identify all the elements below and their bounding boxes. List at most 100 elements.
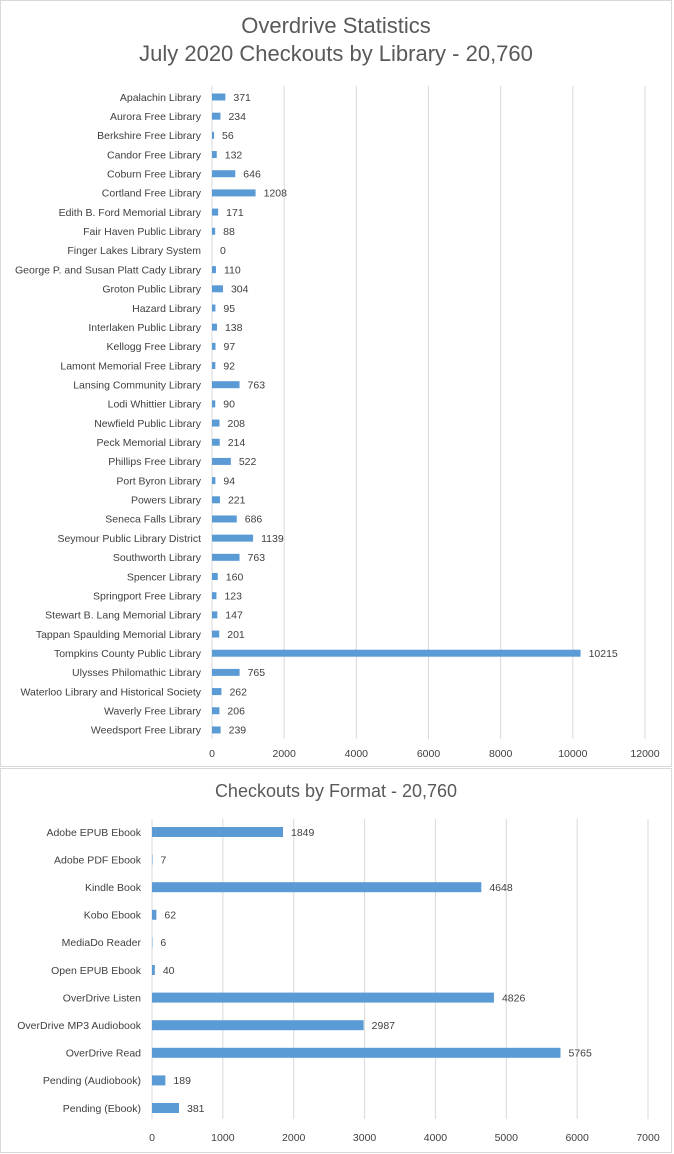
x-tick-label: 3000: [353, 1132, 377, 1144]
bar: [212, 439, 220, 446]
category-label: Springport Free Library: [93, 590, 202, 602]
category-label: Kellogg Free Library: [106, 341, 201, 353]
data-label: 189: [173, 1075, 191, 1087]
bar: [212, 592, 216, 599]
data-label: 5765: [568, 1048, 592, 1060]
data-label: 90: [223, 399, 235, 411]
bar: [212, 669, 240, 676]
category-label: Southworth Library: [113, 552, 202, 564]
data-label: 110: [224, 264, 241, 276]
category-label: Spencer Library: [127, 571, 202, 583]
x-tick-label: 2000: [272, 748, 296, 760]
category-label: Weedsport Free Library: [91, 725, 202, 737]
x-tick-label: 4000: [424, 1132, 448, 1144]
data-label: 147: [225, 610, 243, 622]
bar: [212, 189, 256, 196]
category-label: Tappan Spaulding Memorial Library: [36, 629, 202, 641]
data-label: 371: [233, 92, 251, 104]
category-label: Port Byron Library: [116, 475, 201, 487]
data-label: 160: [226, 571, 244, 583]
bar: [212, 113, 220, 120]
data-label: 95: [223, 303, 235, 315]
category-label: Waverly Free Library: [104, 706, 202, 718]
bar: [212, 515, 237, 522]
data-label: 138: [225, 322, 243, 334]
category-label: Lodi Whittier Library: [108, 399, 202, 411]
bar: [212, 535, 253, 542]
category-label: Adobe PDF Ebook: [54, 854, 142, 866]
data-label: 7: [160, 854, 166, 866]
bar: [152, 827, 283, 837]
bar: [212, 362, 215, 369]
data-label: 262: [229, 686, 247, 698]
bar: [152, 910, 156, 920]
category-label: Groton Public Library: [102, 284, 201, 296]
x-tick-label: 7000: [636, 1132, 660, 1144]
bar: [212, 611, 217, 618]
category-label: Berkshire Free Library: [97, 130, 202, 142]
category-label: OverDrive MP3 Audiobook: [17, 1020, 141, 1032]
data-label: 1139: [261, 533, 284, 545]
x-tick-label: 4000: [345, 748, 369, 760]
data-label: 0: [220, 245, 226, 257]
data-label: 132: [225, 149, 243, 161]
data-label: 56: [222, 130, 234, 142]
bar: [212, 266, 216, 273]
category-label: Ulysses Philomathic Library: [72, 667, 202, 679]
bar: [212, 477, 215, 484]
x-tick-label: 1000: [211, 1132, 235, 1144]
category-label: OverDrive Listen: [63, 992, 141, 1004]
data-label: 763: [248, 379, 266, 391]
bar: [212, 343, 216, 350]
category-label: Cortland Free Library: [102, 188, 202, 200]
category-label: Seymour Public Library District: [57, 533, 201, 545]
data-label: 208: [228, 418, 246, 430]
category-label: MediaDo Reader: [62, 937, 142, 949]
data-label: 239: [229, 725, 247, 737]
x-tick-label: 6000: [417, 748, 441, 760]
data-label: 206: [227, 706, 245, 718]
data-label: 221: [228, 495, 246, 507]
bar: [212, 381, 240, 388]
bar: [212, 324, 217, 331]
category-label: Tompkins County Public Library: [54, 648, 202, 660]
data-label: 92: [223, 360, 235, 372]
category-label: Fair Haven Public Library: [83, 226, 202, 238]
bar: [212, 726, 221, 733]
data-label: 381: [187, 1103, 205, 1115]
bar: [212, 304, 215, 311]
bar: [212, 631, 219, 638]
category-label: Phillips Free Library: [108, 456, 202, 468]
category-label: George P. and Susan Platt Cady Library: [15, 264, 202, 276]
data-label: 40: [163, 965, 175, 977]
data-label: 10215: [589, 648, 618, 660]
bar: [212, 170, 235, 177]
category-label: Stewart B. Lang Memorial Library: [45, 610, 202, 622]
data-label: 171: [226, 207, 244, 219]
category-label: Pending (Ebook): [63, 1103, 141, 1115]
x-tick-label: 8000: [489, 748, 513, 760]
data-label: 763: [248, 552, 266, 564]
bar: [152, 993, 494, 1003]
data-label: 304: [231, 284, 249, 296]
category-label: Powers Library: [131, 495, 202, 507]
bar: [212, 94, 225, 101]
data-label: 765: [248, 667, 266, 679]
bar: [212, 400, 215, 407]
x-tick-label: 0: [209, 748, 215, 760]
data-label: 1208: [264, 188, 288, 200]
data-label: 88: [223, 226, 235, 238]
category-label: Apalachin Library: [120, 92, 202, 104]
bar: [152, 1048, 560, 1058]
category-label: Open EPUB Ebook: [51, 965, 142, 977]
category-label: Finger Lakes Library System: [67, 245, 201, 257]
category-label: Pending (Audiobook): [43, 1075, 141, 1087]
category-label: Coburn Free Library: [107, 169, 202, 181]
bar: [212, 132, 214, 139]
data-label: 214: [228, 437, 246, 449]
x-tick-label: 10000: [558, 748, 587, 760]
category-label: Hazard Library: [132, 303, 202, 315]
